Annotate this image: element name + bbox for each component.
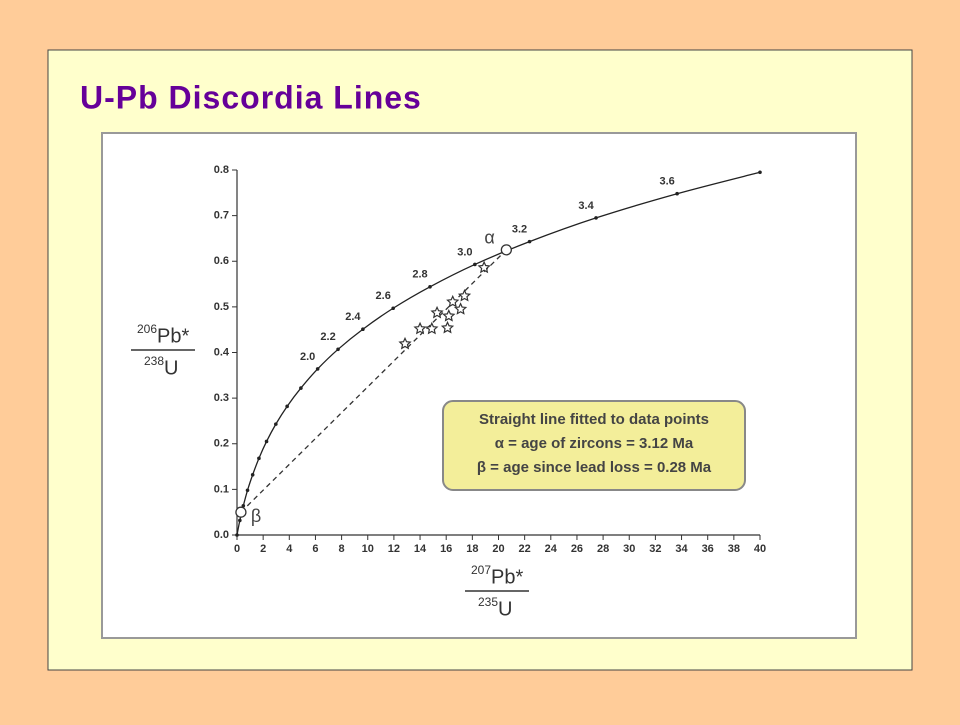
concordia-point bbox=[299, 386, 303, 390]
x-tick-label: 8 bbox=[339, 543, 345, 555]
sample-star bbox=[430, 305, 444, 319]
axis-label: Pb* bbox=[491, 566, 523, 588]
x-tick-label: 38 bbox=[728, 543, 740, 555]
axis-label: U bbox=[164, 357, 178, 379]
age-label: 2.0 bbox=[300, 351, 315, 363]
x-tick-label: 2 bbox=[260, 543, 266, 555]
y-tick-label: 0.2 bbox=[214, 438, 229, 450]
concordia-line bbox=[236, 171, 761, 536]
intercept-point bbox=[500, 244, 512, 256]
x-tick-label: 6 bbox=[312, 543, 318, 555]
x-tick-label: 32 bbox=[649, 543, 661, 555]
sample-star bbox=[425, 321, 439, 335]
x-tick-label: 18 bbox=[466, 543, 478, 555]
axis-label-sup: 235 bbox=[478, 595, 498, 609]
sample-star bbox=[457, 288, 472, 302]
x-tick-label: 12 bbox=[388, 543, 400, 555]
concordia-point bbox=[264, 439, 269, 444]
axis-label-sup: 206 bbox=[137, 322, 157, 336]
age-label: 3.6 bbox=[659, 176, 674, 188]
x-tick-label: 28 bbox=[597, 543, 609, 555]
concordia-point bbox=[274, 422, 278, 426]
sample-star bbox=[446, 294, 460, 308]
annotation-text: α = age of zircons = 3.12 Ma bbox=[495, 435, 694, 452]
y-tick-label: 0.5 bbox=[214, 301, 229, 313]
axis-label: Pb* bbox=[157, 325, 189, 347]
axis-label: U bbox=[498, 598, 512, 620]
x-tick-label: 20 bbox=[492, 543, 504, 555]
y-tick-label: 0.3 bbox=[214, 392, 229, 404]
age-label: 3.4 bbox=[578, 200, 594, 212]
y-tick-label: 0.8 bbox=[214, 164, 229, 176]
sample-star bbox=[477, 260, 491, 274]
concordia-point bbox=[361, 327, 365, 332]
y-tick-label: 0.1 bbox=[214, 483, 229, 495]
annotation-text: Straight line fitted to data points bbox=[479, 411, 709, 428]
sample-star bbox=[440, 320, 455, 334]
intercept-point bbox=[235, 506, 247, 518]
concordia-point bbox=[235, 533, 239, 537]
x-tick-label: 10 bbox=[362, 543, 374, 555]
age-label: 2.2 bbox=[320, 331, 335, 343]
sample-star bbox=[453, 302, 468, 315]
age-label: 2.8 bbox=[412, 269, 427, 281]
concordia-point bbox=[473, 262, 477, 267]
concordia-point bbox=[257, 456, 261, 461]
x-tick-label: 24 bbox=[545, 543, 558, 555]
sample-star bbox=[413, 321, 427, 335]
concordia-point bbox=[391, 306, 395, 311]
concordia-point bbox=[594, 216, 598, 220]
concordia-point bbox=[238, 518, 242, 523]
x-tick-label: 22 bbox=[519, 543, 531, 555]
annotation-text: β = age since lead loss = 0.28 Ma bbox=[477, 459, 712, 476]
x-tick-label: 16 bbox=[440, 543, 452, 555]
concordia-point bbox=[527, 239, 532, 244]
concordia-point bbox=[336, 347, 340, 352]
x-tick-label: 14 bbox=[414, 543, 427, 555]
x-tick-label: 30 bbox=[623, 543, 635, 555]
concordia-point bbox=[285, 404, 289, 409]
intercept-label: β bbox=[251, 506, 261, 526]
age-label: 3.2 bbox=[512, 224, 527, 236]
y-tick-label: 0.0 bbox=[214, 529, 229, 541]
x-tick-label: 40 bbox=[754, 543, 766, 555]
age-label: 3.0 bbox=[457, 246, 472, 258]
y-tick-label: 0.6 bbox=[214, 255, 229, 267]
y-tick-label: 0.7 bbox=[214, 210, 229, 222]
annotation-box bbox=[442, 400, 746, 491]
sample-star bbox=[398, 336, 412, 350]
chart-frame bbox=[101, 132, 857, 639]
x-tick-label: 0 bbox=[234, 543, 240, 555]
concordia-point bbox=[250, 472, 255, 477]
age-label: 2.6 bbox=[376, 290, 391, 302]
concordia-point bbox=[245, 488, 250, 493]
intercept-label: α bbox=[484, 228, 494, 248]
axis-label-sup: 207 bbox=[471, 563, 491, 577]
y-tick-label: 0.4 bbox=[214, 346, 230, 358]
sample-star bbox=[442, 309, 456, 322]
x-tick-label: 26 bbox=[571, 543, 583, 555]
concordia-point bbox=[315, 367, 320, 371]
x-tick-label: 34 bbox=[675, 543, 688, 555]
concordia-point bbox=[241, 504, 246, 508]
concordia-point bbox=[758, 170, 762, 175]
slide-title: U-Pb Discordia Lines bbox=[80, 79, 422, 115]
concordia-point bbox=[428, 285, 432, 289]
age-label: 2.4 bbox=[345, 311, 361, 323]
x-tick-label: 36 bbox=[702, 543, 714, 555]
concordia-point bbox=[675, 191, 679, 196]
x-tick-label: 4 bbox=[286, 543, 293, 555]
axis-label-sup: 238 bbox=[144, 354, 164, 368]
